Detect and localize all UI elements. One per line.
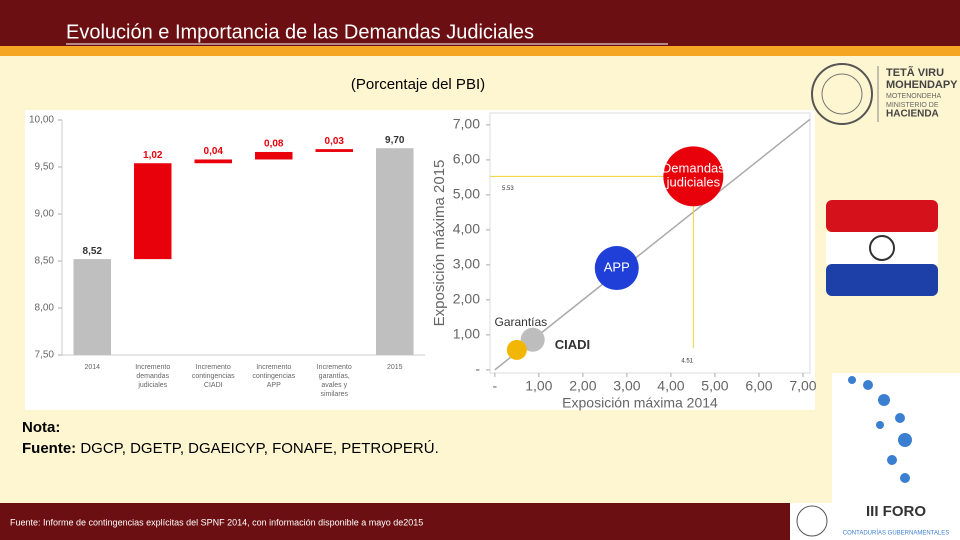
footer-bar (0, 503, 790, 540)
source-label: Fuente: (22, 440, 76, 457)
note-source: Fuente: DGCP, DGETP, DGAEICYP, FONAFE, P… (22, 440, 439, 457)
logo-text: TETÃ VIRU (886, 66, 944, 79)
forum-title: III FORO (866, 503, 926, 520)
forum-dots (848, 376, 912, 483)
y-tick-label: 9,00 (35, 209, 55, 220)
value-label: 1,02 (143, 150, 163, 161)
bubble-label: CIADI (555, 337, 590, 352)
bubble-label: Garantías (494, 315, 547, 329)
footer-text: Fuente: Informe de contingencias explíci… (10, 517, 423, 527)
bubble (520, 327, 545, 352)
bubble-label: Demandas judiciales (662, 161, 725, 190)
reference-label: 5.53 (502, 186, 514, 192)
bubble-label: APP (604, 259, 630, 274)
value-label: 0,04 (204, 146, 224, 157)
value-label: 8,52 (83, 246, 103, 257)
flag-white (826, 232, 938, 264)
reference-label: 4.51 (681, 359, 693, 365)
bar (315, 149, 354, 152)
bar (194, 159, 233, 164)
logo-text: MOHENDAPY (886, 79, 958, 91)
x-tick-label: 6,00 (745, 378, 772, 394)
y-tick-label: 3,00 (453, 256, 480, 272)
y-tick-label: 1,00 (453, 326, 480, 342)
x-tick-label: Incremento contingencias APP (252, 364, 295, 389)
x-tick-label: 3,00 (613, 378, 640, 394)
x-tick-label: 2,00 (569, 378, 596, 394)
y-tick-label: 8,50 (35, 256, 55, 267)
y-tick-label: 6,00 (453, 151, 480, 167)
y-tick-label: - (475, 361, 480, 377)
bubble (594, 246, 639, 291)
x-tick-label: 4,00 (657, 378, 684, 394)
x-tick-label: 5,00 (701, 378, 728, 394)
plot-area (489, 112, 811, 374)
value-label: 0,08 (264, 139, 284, 150)
forum-logo-bg (832, 373, 960, 503)
y-tick-label: 2,00 (453, 291, 480, 307)
bar (375, 148, 414, 355)
y-tick-label: 7,00 (453, 116, 480, 132)
logo-text: HACIENDA (886, 109, 939, 120)
logo-text: MINISTERIO DE (886, 102, 939, 109)
seal-inner (821, 73, 863, 115)
bubble (506, 339, 527, 360)
y-tick-label: 8,00 (35, 303, 55, 314)
footer-logo-bg (790, 503, 960, 540)
y-tick-label: 4,00 (453, 221, 480, 237)
forum-subtitle: CONTADURÍAS GUBERNAMENTALES (843, 530, 949, 537)
x-tick-label: Incremento contingencias CIADI (192, 364, 235, 389)
y-tick-label: 5,00 (453, 186, 480, 202)
source-text: DGCP, DGETP, DGAEICYP, FONAFE, PETROPERÚ… (80, 440, 438, 457)
header-stripe (0, 46, 960, 56)
x-tick-label: Incremento demandas judiciales (135, 364, 170, 389)
flag-red (826, 200, 938, 232)
slide-title: Evolución e Importancia de las Demandas … (66, 21, 534, 43)
x-axis-title: Exposición máxima 2014 (562, 395, 718, 411)
flag-seal (869, 235, 895, 261)
y-tick-label: 10,00 (29, 115, 54, 126)
footer-seal (796, 505, 828, 537)
logo-text: MOTENONDEHA (886, 93, 942, 100)
x-tick-label: 2014 (84, 364, 100, 371)
bar (254, 151, 293, 160)
subtitle: (Porcentaje del PBI) (351, 76, 485, 93)
y-tick-label: 9,50 (35, 162, 55, 173)
header-bar (0, 0, 960, 46)
y-axis-title: Exposición máxima 2015 (431, 160, 448, 327)
value-label: 9,70 (385, 135, 405, 146)
x-tick-label: 2015 (387, 364, 403, 371)
x-tick-label: Incremento garantías, avales y similares (317, 364, 352, 398)
bar (73, 259, 112, 355)
y-tick-label: 7,50 (35, 350, 55, 361)
x-tick-label: - (493, 378, 498, 394)
note-label: Nota: (22, 419, 60, 436)
x-tick-label: 1,00 (525, 378, 552, 394)
bar (133, 163, 172, 260)
flag-blue (826, 264, 938, 296)
value-label: 0,03 (325, 136, 345, 147)
bubble (663, 146, 724, 207)
flag (826, 200, 938, 296)
x-tick-label: 7,00 (789, 378, 816, 394)
diagonal (494, 118, 811, 371)
seal (811, 63, 873, 125)
